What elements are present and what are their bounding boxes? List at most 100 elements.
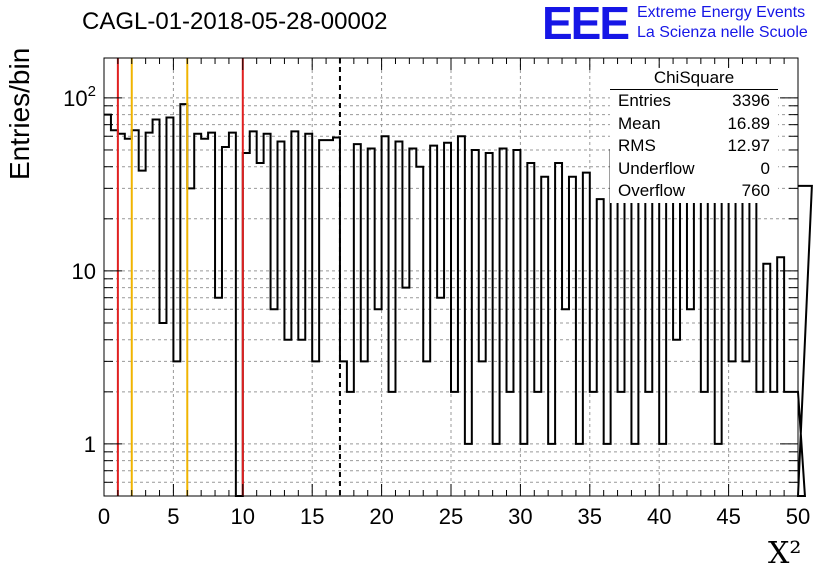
histogram-bin bbox=[118, 134, 125, 496]
histogram-bin bbox=[215, 298, 222, 496]
histogram-bin bbox=[430, 146, 437, 496]
histogram-bin bbox=[180, 104, 187, 496]
stats-label: RMS bbox=[618, 136, 656, 155]
stats-value: 760 bbox=[741, 181, 770, 200]
histogram-bins bbox=[104, 103, 813, 497]
histogram-bin bbox=[687, 309, 694, 496]
histogram-bin bbox=[569, 177, 576, 496]
axis-tick-labels: 0 5 10 15 20 25 30 35 40 45 50 1 10 102 bbox=[63, 83, 810, 529]
x-tick-label: 20 bbox=[369, 504, 393, 529]
histogram-bin bbox=[625, 194, 632, 496]
histogram-bin bbox=[326, 140, 333, 496]
histogram-line bbox=[104, 103, 813, 497]
stats-label: Overflow bbox=[618, 181, 686, 200]
stats-label: Mean bbox=[618, 113, 661, 133]
histogram-bin bbox=[312, 361, 319, 496]
histogram-bin bbox=[701, 392, 708, 496]
stats-value: 16.89 bbox=[727, 113, 770, 133]
x-tick-label: 10 bbox=[231, 504, 255, 529]
histogram-bin bbox=[402, 288, 409, 496]
x-tick-label: 25 bbox=[439, 504, 463, 529]
histogram-bin bbox=[548, 444, 555, 496]
histogram-bin bbox=[604, 444, 611, 496]
histogram-bin bbox=[763, 264, 770, 496]
histogram-bin bbox=[513, 150, 520, 496]
histogram-bin bbox=[770, 392, 777, 496]
stats-box: ChiSquare Entries 3396 Mean 16.89 RMS 12.97… bbox=[610, 68, 778, 203]
histogram-bin bbox=[652, 155, 659, 496]
x-tick-label: 15 bbox=[300, 504, 324, 529]
histogram-bin bbox=[597, 199, 604, 496]
histogram-bin bbox=[562, 309, 569, 496]
stats-row: Entries 3396 bbox=[610, 90, 778, 113]
histogram-bin bbox=[444, 143, 451, 496]
histogram-bin bbox=[479, 361, 486, 496]
histogram-bin bbox=[777, 257, 784, 496]
histogram-bin bbox=[354, 144, 361, 496]
histogram-bin bbox=[666, 175, 673, 496]
eee-logo-mark: EEE bbox=[542, 0, 630, 49]
y-tick-label: 1 bbox=[84, 432, 96, 457]
x-tick-label: 0 bbox=[98, 504, 110, 529]
histogram-bin bbox=[284, 340, 291, 496]
histogram-bin bbox=[409, 148, 416, 496]
histogram-bin bbox=[694, 186, 701, 496]
histogram-bin bbox=[742, 361, 749, 496]
x-axis-label: X² bbox=[768, 536, 802, 571]
stats-row: Overflow 760 bbox=[610, 180, 778, 203]
x-tick-label: 5 bbox=[167, 504, 179, 529]
histogram-bin bbox=[618, 392, 625, 496]
histogram-bin bbox=[520, 444, 527, 496]
histogram-bin bbox=[104, 115, 111, 496]
histogram-bin bbox=[493, 444, 500, 496]
histogram-bin bbox=[305, 134, 312, 496]
histogram-bin bbox=[500, 148, 507, 496]
stats-label: Underflow bbox=[618, 158, 695, 178]
histogram-bin bbox=[722, 199, 729, 496]
axis-ticks bbox=[103, 58, 799, 496]
x-tick-label: 40 bbox=[647, 504, 671, 529]
histogram-bin bbox=[736, 179, 743, 496]
histogram-bin bbox=[132, 130, 139, 496]
histogram-bin bbox=[229, 133, 236, 496]
histogram-bin bbox=[590, 392, 597, 496]
y-axis-label-text: Entries/bin bbox=[4, 47, 35, 180]
histogram-bin bbox=[638, 186, 645, 496]
histogram-bin bbox=[111, 130, 118, 496]
histogram-bin bbox=[708, 175, 715, 496]
histogram-bin bbox=[749, 202, 756, 496]
histogram-bin bbox=[298, 340, 305, 496]
histogram-bin bbox=[680, 199, 687, 496]
histogram-bin bbox=[416, 167, 423, 496]
histogram-bin bbox=[125, 139, 132, 496]
stats-label: Entries bbox=[618, 91, 671, 110]
histogram-bin bbox=[271, 309, 278, 496]
histogram-bin bbox=[756, 392, 763, 496]
histogram-bin bbox=[423, 361, 430, 496]
histogram-bin bbox=[389, 392, 396, 496]
histogram-bin bbox=[173, 361, 180, 496]
histogram-bin bbox=[645, 392, 652, 496]
histogram-bin bbox=[583, 173, 590, 496]
histogram-bin bbox=[243, 153, 250, 496]
histogram-bin bbox=[541, 177, 548, 496]
histogram-bin bbox=[486, 153, 493, 496]
histogram-bin bbox=[319, 140, 326, 496]
histogram-bin bbox=[472, 150, 479, 496]
histogram-bin bbox=[534, 392, 541, 496]
histogram-bin bbox=[527, 163, 534, 496]
histogram-bin bbox=[347, 392, 354, 496]
histogram-bin bbox=[576, 444, 583, 496]
histogram-bin bbox=[368, 148, 375, 496]
histogram-bin bbox=[139, 171, 146, 496]
stats-title: ChiSquare bbox=[610, 68, 778, 90]
stats-value: 12.97 bbox=[727, 136, 770, 155]
logo-line-1: Extreme Energy Events bbox=[637, 4, 806, 21]
histogram-bin bbox=[361, 361, 368, 496]
histogram-bin bbox=[153, 119, 160, 496]
y-tick-label: 10 bbox=[72, 259, 96, 284]
reference-lines bbox=[116, 58, 341, 496]
histogram-bin bbox=[257, 163, 264, 496]
histogram-bin bbox=[715, 444, 722, 496]
